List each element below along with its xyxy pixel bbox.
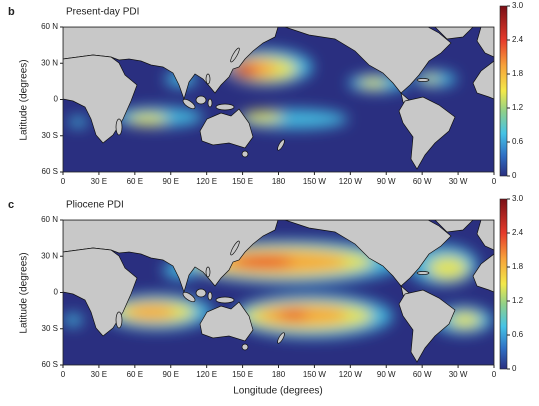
heat-blob <box>449 312 481 328</box>
lon-tick-label: 30 W <box>449 370 468 379</box>
lon-tick-label: 150 E <box>232 177 253 186</box>
colorbar-tick-label: 0 <box>512 171 517 180</box>
lon-tick-label: 180 <box>272 370 286 379</box>
heat <box>68 49 457 129</box>
colorbar-tick-label: 1.2 <box>512 296 524 305</box>
panel-label: b <box>8 6 15 18</box>
heat-blob <box>243 111 283 123</box>
lat-tick-label: 60 S <box>42 360 58 369</box>
lon-tick-label: 0 <box>492 177 497 186</box>
colorbar-tick-label: 0.6 <box>512 137 524 146</box>
heat-blob <box>278 310 308 320</box>
lon-tick-label: 30 E <box>91 177 107 186</box>
colorbar-tick-label: 1.8 <box>512 69 524 78</box>
lat-tick-label: 60 N <box>41 215 58 224</box>
lat-tick-label: 30 N <box>41 58 58 67</box>
lat-tick-label: 0 <box>54 95 59 104</box>
y-axis-label: Latitude (degrees) <box>19 59 30 140</box>
lon-tick-label: 120 E <box>196 370 217 379</box>
lat-tick-label: 30 S <box>42 131 58 140</box>
map-body <box>63 220 494 365</box>
lon-tick-label: 150 W <box>303 177 327 186</box>
map-body <box>63 27 494 172</box>
y-axis-label: Latitude (degrees) <box>19 252 30 333</box>
colorbar-tick-label: 3.0 <box>512 194 524 203</box>
lon-tick-label: 120 E <box>196 177 217 186</box>
panel-title: Present-day PDI <box>66 7 139 18</box>
lat-tick-label: 30 N <box>41 251 58 260</box>
heat-blob <box>68 117 88 127</box>
lon-tick-label: 60 W <box>413 177 432 186</box>
lon-tick-label: 30 E <box>91 370 107 379</box>
colorbar: 3.0 2.4 1.8 1.2 0.6 0 <box>499 1 524 180</box>
lon-tick-label: 60 W <box>413 370 432 379</box>
lon-tick-label: 90 E <box>163 370 179 379</box>
colorbar-fill <box>499 198 508 370</box>
lon-tick-label: 90 W <box>377 370 396 379</box>
lat-tick-label: 60 S <box>42 167 58 176</box>
lon-tick-label: 0 <box>61 177 66 186</box>
lon-tick-label: 60 E <box>127 370 143 379</box>
lon-tick-label: 90 E <box>163 177 179 186</box>
heat-blob <box>428 256 468 280</box>
lon-tick-label: 0 <box>61 370 66 379</box>
heat-blob <box>126 304 176 320</box>
lon-tick-label: 60 E <box>127 177 143 186</box>
colorbar-tick-label: 0 <box>512 364 517 373</box>
lat-tick-label: 60 N <box>41 22 58 31</box>
heat-blob <box>63 314 83 326</box>
heat-blob <box>128 113 168 125</box>
lon-tick-label: 120 W <box>339 370 363 379</box>
colorbar-tick-label: 0.6 <box>512 330 524 339</box>
heat-blob <box>233 256 293 268</box>
lon-tick-label: 150 W <box>303 370 327 379</box>
colorbar: 3.0 2.4 1.8 1.2 0.6 0 <box>499 194 524 373</box>
lon-tick-label: 90 W <box>377 177 396 186</box>
x-axis-label: Longitude (degrees) <box>233 386 323 397</box>
lon-tick-label: 120 W <box>339 177 363 186</box>
colorbar-tick-label: 2.4 <box>512 35 524 44</box>
lat-tick-label: 30 S <box>42 324 58 333</box>
colorbar-tick-label: 1.2 <box>512 103 524 112</box>
colorbar-tick-label: 3.0 <box>512 1 524 10</box>
colorbar-tick-label: 1.8 <box>512 262 524 271</box>
colorbar-fill <box>499 5 508 177</box>
panel-title: Pliocene PDI <box>66 200 124 211</box>
lon-tick-label: 30 W <box>449 177 468 186</box>
panel-label: c <box>8 199 14 211</box>
heat-blob <box>359 78 387 88</box>
lat-tick-label: 0 <box>54 288 59 297</box>
lon-tick-label: 0 <box>492 370 497 379</box>
colorbar-tick-label: 2.4 <box>512 228 524 237</box>
heat-blob <box>235 66 247 74</box>
lon-tick-label: 180 <box>272 177 286 186</box>
lon-tick-label: 150 E <box>232 370 253 379</box>
